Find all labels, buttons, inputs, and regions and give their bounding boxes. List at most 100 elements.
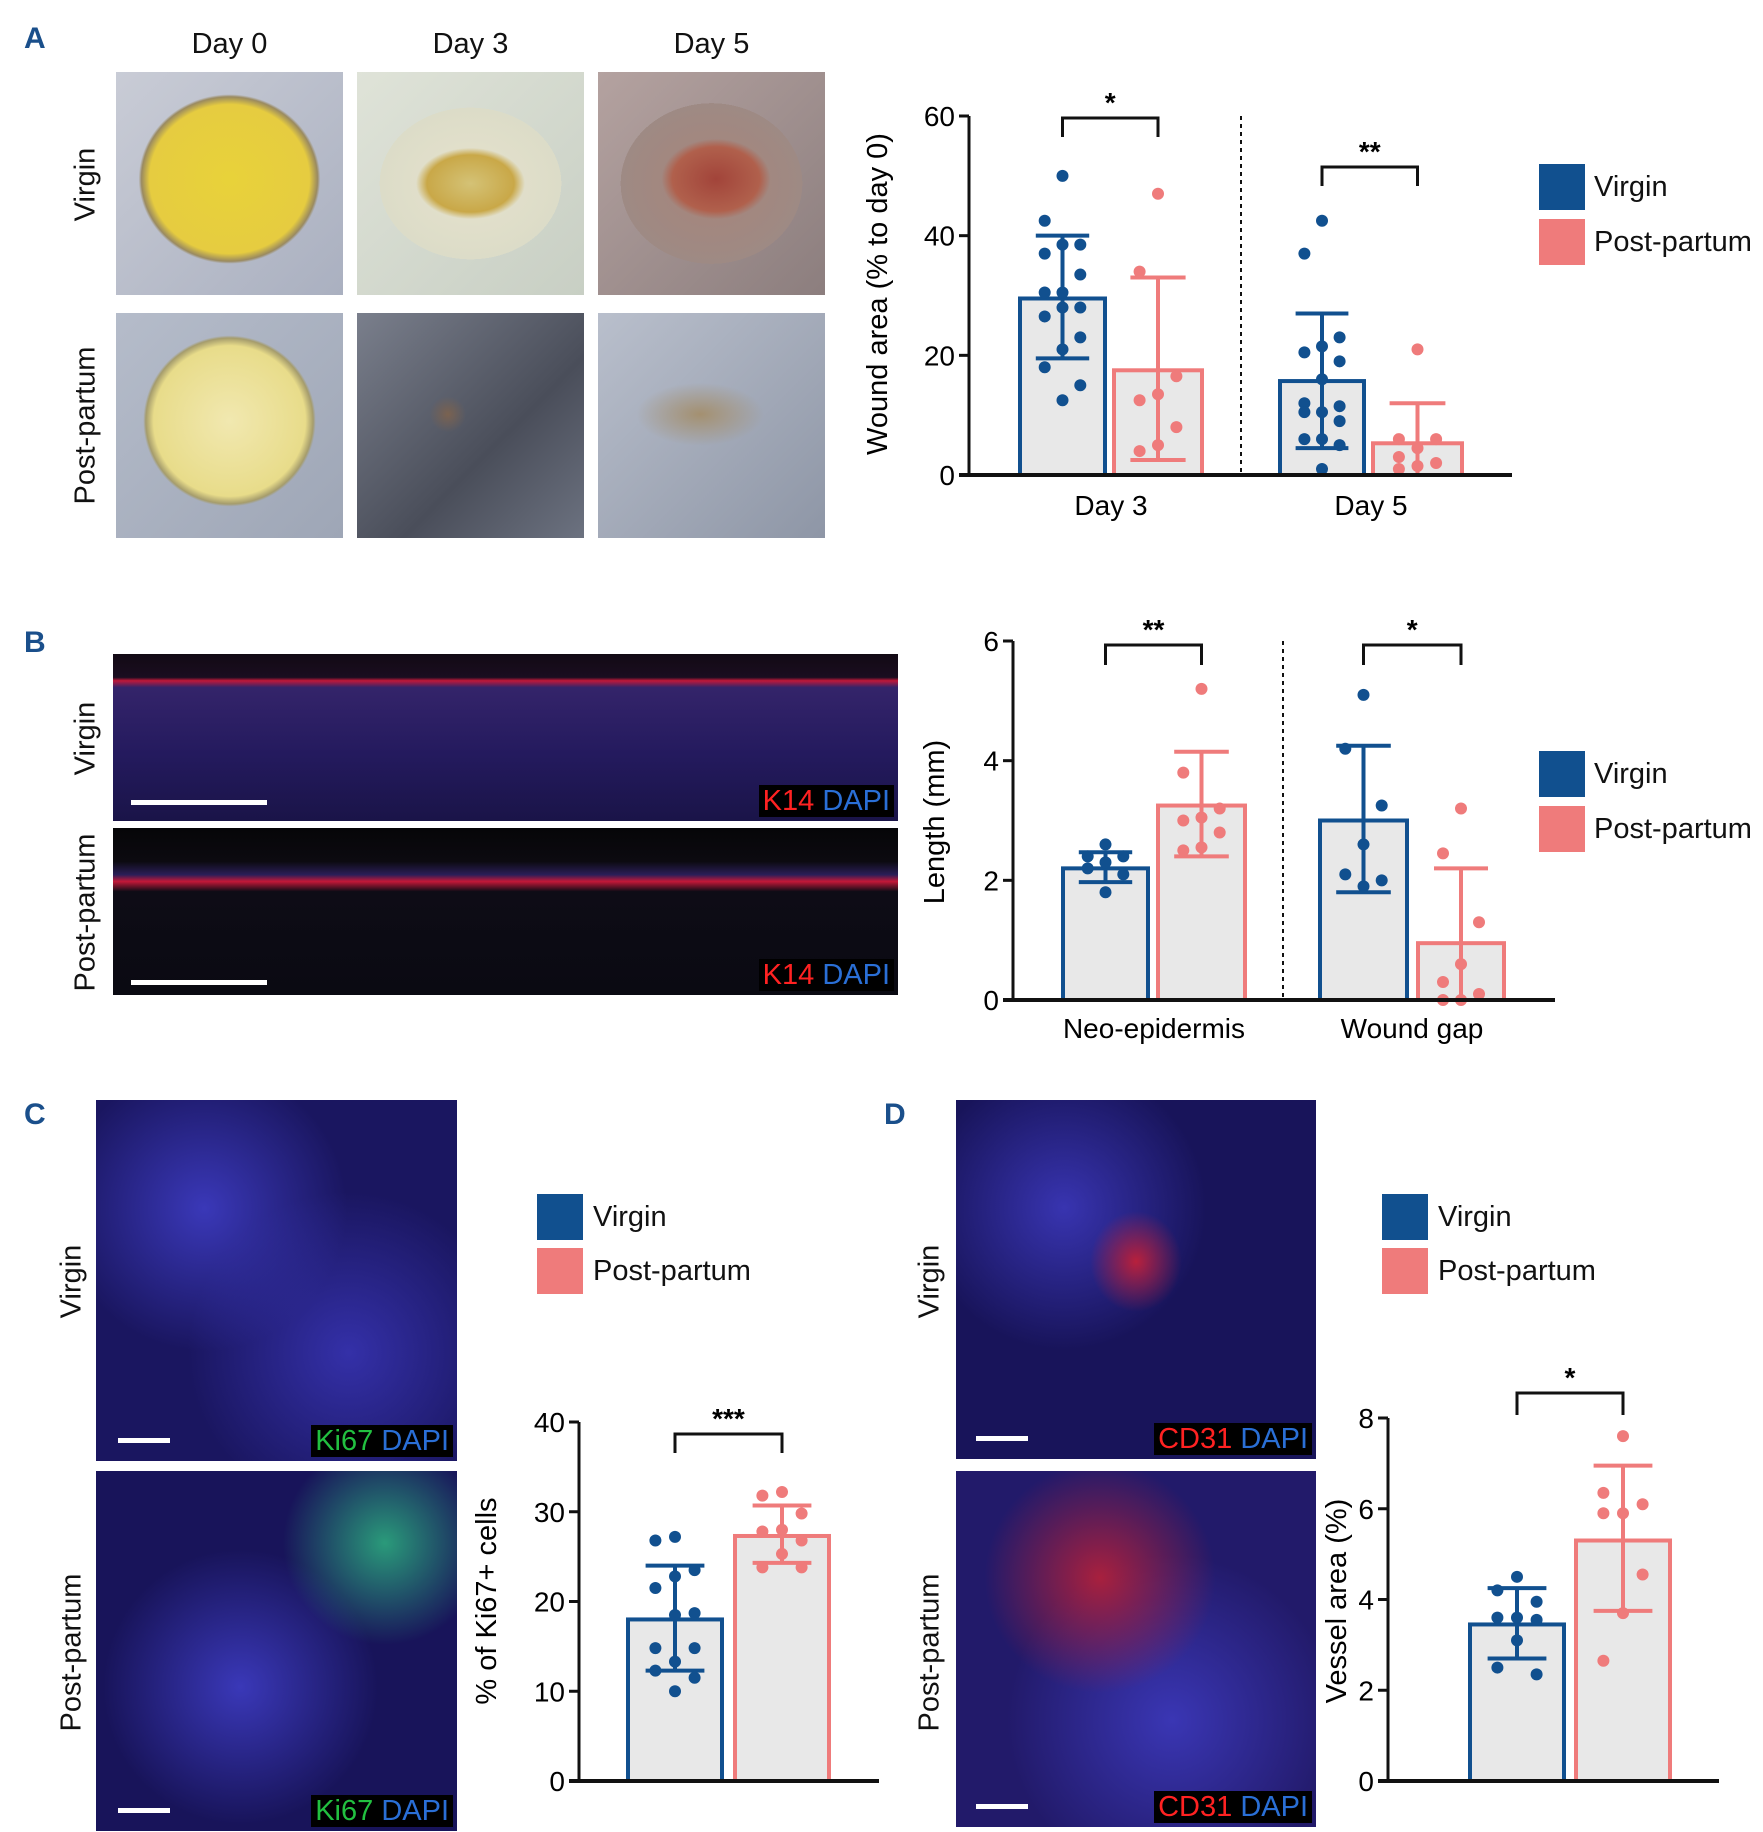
legend-label-virgin: Virgin [1594, 171, 1668, 203]
data-point [1411, 442, 1424, 455]
wound-photo-virgin-day3 [357, 72, 584, 295]
data-point [1375, 799, 1388, 812]
data-point [649, 1642, 662, 1655]
data-point [1333, 415, 1346, 428]
data-point [795, 1534, 808, 1547]
data-point [1357, 880, 1370, 893]
stain-label: Ki67 DAPI [311, 1425, 453, 1457]
data-point [1074, 379, 1087, 392]
data-point [756, 1489, 769, 1502]
legend-swatch-postpartum [537, 1248, 583, 1294]
data-point [1597, 1654, 1610, 1667]
data-point [649, 1582, 662, 1595]
data-point [1491, 1584, 1504, 1597]
legend-label-virgin: Virgin [1438, 1201, 1512, 1233]
y-tick-label: 10 [534, 1676, 565, 1707]
ki67-image-postpartum: Ki67 DAPI [96, 1471, 457, 1831]
data-point [1099, 856, 1112, 869]
scale-bar [131, 800, 267, 805]
data-point [1117, 850, 1130, 863]
data-point [1177, 844, 1190, 857]
panel-label-d: D [884, 1098, 906, 1131]
y-tick-label: 0 [549, 1766, 565, 1797]
data-point [795, 1507, 808, 1520]
data-point [1597, 1486, 1610, 1499]
data-point [1081, 862, 1094, 875]
data-point [1597, 1507, 1610, 1520]
legend-label-virgin: Virgin [593, 1201, 667, 1233]
data-point [1411, 460, 1424, 473]
panel-label-b: B [24, 626, 46, 659]
data-point [1099, 838, 1112, 851]
data-point [1333, 400, 1346, 413]
data-point [776, 1523, 788, 1536]
data-point [1392, 451, 1405, 464]
data-point [688, 1607, 701, 1620]
data-point [1530, 1668, 1543, 1681]
column-title-day3: Day 3 [432, 28, 509, 60]
wound-photo-postpartum-day5 [598, 313, 825, 538]
data-point [1133, 394, 1146, 407]
data-point [1392, 463, 1405, 476]
data-point [1133, 445, 1146, 458]
data-point [1357, 688, 1370, 701]
significance-bracket [1515, 1391, 1625, 1415]
data-point [669, 1608, 681, 1621]
data-point [1316, 406, 1328, 419]
data-point [1056, 301, 1069, 314]
y-tick-label: 40 [924, 221, 955, 252]
data-point [669, 1530, 681, 1543]
significance-bracket [1061, 116, 1160, 137]
data-point [1636, 1498, 1649, 1511]
ki67-image-virgin: Ki67 DAPI [96, 1100, 457, 1461]
y-axis-label: Wound area (% to day 0) [862, 133, 894, 455]
data-point [688, 1564, 701, 1577]
stain-label: K14 DAPI [758, 785, 894, 817]
data-point [1316, 373, 1328, 386]
data-point [1170, 421, 1183, 434]
wound-photo-postpartum-day0 [116, 313, 343, 538]
y-tick-label: 6 [983, 626, 999, 657]
data-point [669, 1685, 681, 1698]
data-point [669, 1570, 681, 1583]
data-point [1473, 988, 1485, 1001]
data-point [1339, 742, 1352, 755]
data-point [1333, 439, 1346, 452]
significance-label: ** [1359, 136, 1381, 167]
data-point [1195, 811, 1208, 824]
data-point [1617, 1607, 1629, 1620]
data-point [649, 1534, 662, 1547]
data-point [1195, 682, 1208, 695]
legend-label-postpartum: Post-partum [1438, 1255, 1596, 1287]
data-point [1038, 247, 1051, 260]
y-tick-label: 60 [924, 101, 955, 132]
chart-a: * Day 3 ** Day 5 0 20 40 60 Wound area (% to day… [862, 87, 1512, 521]
data-point [1437, 976, 1449, 989]
data-point [1375, 874, 1388, 887]
significance-label: * [1105, 87, 1116, 118]
x-tick-label: Wound gap [1341, 1013, 1484, 1044]
data-point [1056, 238, 1069, 251]
data-point [1357, 838, 1370, 851]
cd31-image-virgin: CD31 DAPI [956, 1100, 1316, 1459]
significance-bracket [1104, 643, 1203, 665]
stain-label: CD31 DAPI [1154, 1423, 1312, 1455]
significance-bracket [1320, 165, 1419, 186]
legend-swatch-postpartum [1539, 219, 1585, 265]
data-point [1339, 868, 1352, 881]
x-tick-label: Day 5 [1334, 490, 1407, 521]
legend-label-postpartum: Post-partum [593, 1255, 751, 1287]
k14-image-postpartum: K14 DAPI [113, 828, 898, 995]
stain-label: K14 DAPI [758, 959, 894, 991]
data-point [1316, 463, 1328, 476]
data-point [1074, 238, 1087, 251]
data-point [1455, 802, 1467, 815]
y-axis-label: Length (mm) [919, 740, 951, 904]
scale-bar [118, 1438, 170, 1443]
y-tick-label: 0 [1358, 1766, 1374, 1797]
data-point [1195, 841, 1208, 854]
significance-bracket [673, 1432, 784, 1453]
scale-bar [118, 1808, 170, 1813]
scale-bar [131, 980, 267, 985]
